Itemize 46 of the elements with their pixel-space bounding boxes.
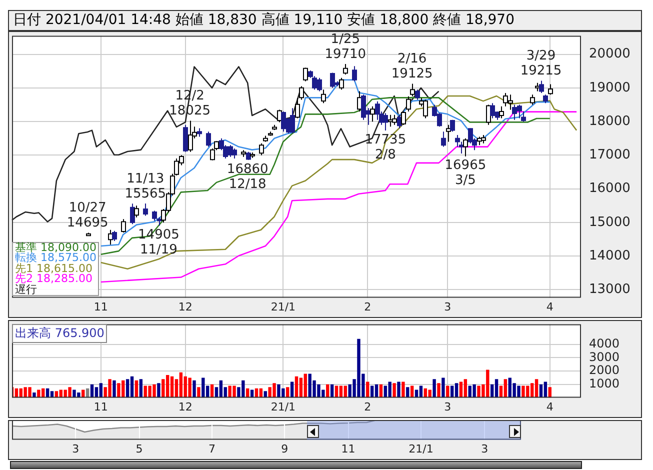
chart-title: 出来高 765.900 [12, 324, 108, 343]
annotation: 3/29 19215 [520, 48, 562, 79]
x-tick-label: 21/1 [270, 300, 296, 314]
y-tick-label: 16000 [589, 181, 630, 196]
x-tick-label: 7 [208, 442, 216, 456]
series-label: 基準 18,090.00 [15, 240, 96, 254]
x-tick-label: 12 [178, 300, 192, 314]
series-label: 先1 18,615.00 [15, 262, 92, 274]
x-tick-label: 2 [364, 400, 372, 414]
x-tick-label: 11 [94, 300, 108, 314]
x-tick-label: 2 [364, 300, 372, 314]
y-tick-label: 17000 [589, 148, 630, 163]
y-tick-label: 1000 [589, 376, 620, 391]
chart-title: 日付 2021/04/01 14:48 始値 18,830 高値 19,110 安値 18,800 終値 18,970 [8, 10, 642, 31]
x-tick-label: 3 [444, 400, 452, 414]
x-tick-label: 4 [546, 300, 554, 314]
text: 遅行 [15, 282, 38, 296]
x-tick-label: 11 [94, 400, 108, 414]
x-tick-label: 11 [341, 442, 356, 456]
x-tick-label: 4 [546, 400, 554, 414]
x-tick-label: 3 [481, 442, 488, 456]
y-tick-label: 3000 [589, 350, 620, 364]
annotation: 1/25 19710 [324, 32, 366, 62]
x-tick-label: 3 [72, 442, 80, 456]
x-tick-label: 5 [136, 442, 143, 456]
y-tick-label: 2000 [589, 363, 620, 378]
x-tick-label: 9 [281, 442, 288, 456]
y-tick-label: 19000 [589, 80, 630, 96]
series-label: 先2 18,285.00 [15, 272, 94, 285]
annotation: 16965 3/5 [444, 158, 486, 188]
y-tick-label: 18000 [589, 114, 630, 129]
annotation: 16860 12/18 [226, 162, 268, 192]
x-tick-label: 12 [178, 400, 192, 414]
series-label: 転換 18,575.00 [15, 251, 96, 264]
x-tick-label: 21/1 [270, 400, 296, 414]
x-tick-label: 3 [444, 300, 452, 314]
y-tick-label: 13000 [589, 282, 630, 298]
y-tick-label: 4000 [589, 336, 620, 350]
annotation: 10/27 14695 [66, 200, 108, 231]
x-tick-label: 21/1 [408, 442, 434, 456]
y-tick-label: 15000 [589, 214, 630, 230]
y-tick-label: 20000 [589, 46, 630, 62]
annotation: 14905 11/19 [138, 228, 180, 258]
annotation: 2/16 19125 [391, 52, 433, 82]
y-tick-label: 14000 [589, 248, 630, 264]
annotation: 11/13 15565 [124, 171, 166, 202]
